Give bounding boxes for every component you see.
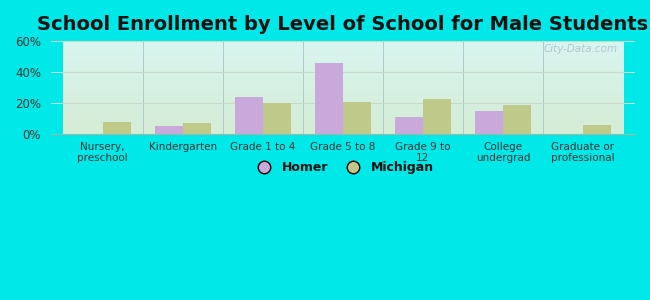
Bar (395, 117, 423, 134)
Bar (103, 122, 131, 134)
Bar (155, 126, 183, 134)
Bar (503, 105, 531, 134)
Bar (475, 111, 503, 134)
Bar (183, 123, 211, 134)
Bar (315, 63, 343, 134)
Bar (423, 98, 451, 134)
Title: School Enrollment by Level of School for Male Students: School Enrollment by Level of School for… (37, 15, 649, 34)
Bar (343, 102, 371, 134)
Legend: Homer, Michigan: Homer, Michigan (247, 156, 439, 179)
Bar (583, 125, 611, 134)
Text: City-Data.com: City-Data.com (543, 44, 618, 54)
Bar (235, 97, 263, 134)
Bar (263, 103, 291, 134)
